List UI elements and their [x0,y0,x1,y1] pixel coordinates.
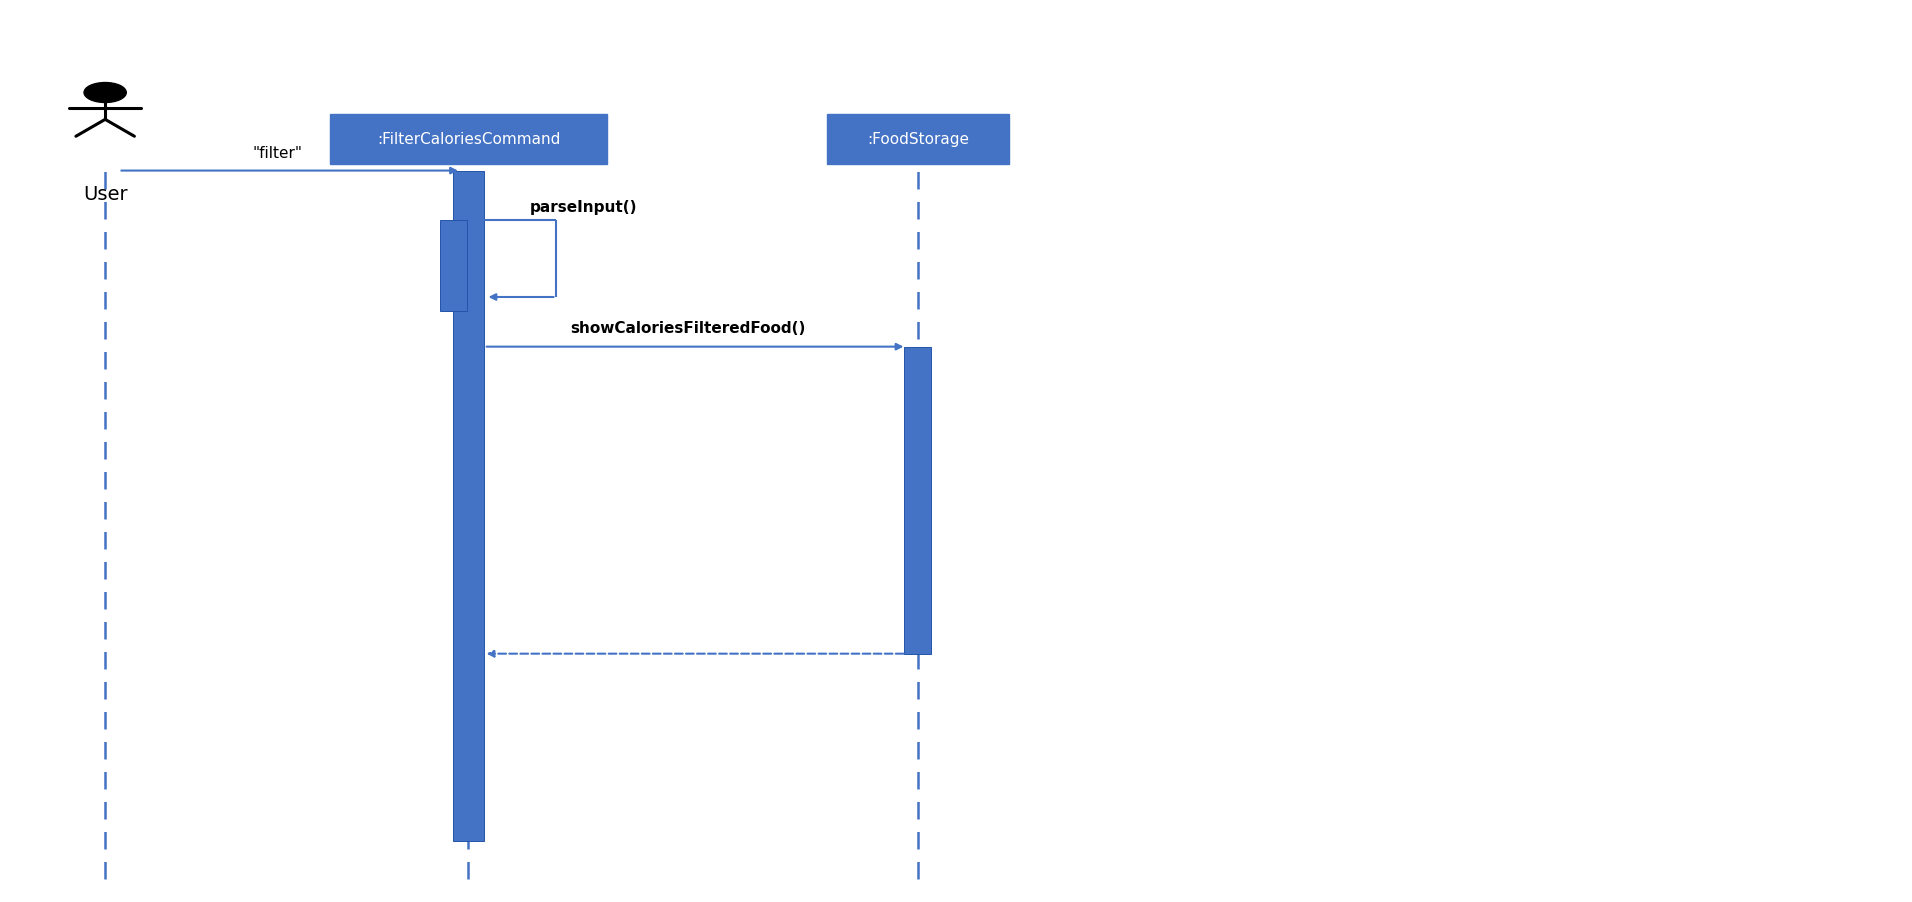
Circle shape [84,84,126,104]
Bar [904,347,931,654]
Text: :FilterCaloriesCommand: :FilterCaloriesCommand [377,133,560,147]
Text: parseInput(): parseInput() [530,199,637,215]
Text: :FoodStorage: :FoodStorage [866,133,969,147]
Bar [329,115,606,164]
Text: showCaloriesFilteredFood(): showCaloriesFilteredFood() [570,320,807,336]
Text: "filter": "filter" [252,145,302,161]
Bar [440,221,467,311]
Bar [826,115,1010,164]
Bar [453,171,484,841]
Text: User: User [82,185,128,204]
